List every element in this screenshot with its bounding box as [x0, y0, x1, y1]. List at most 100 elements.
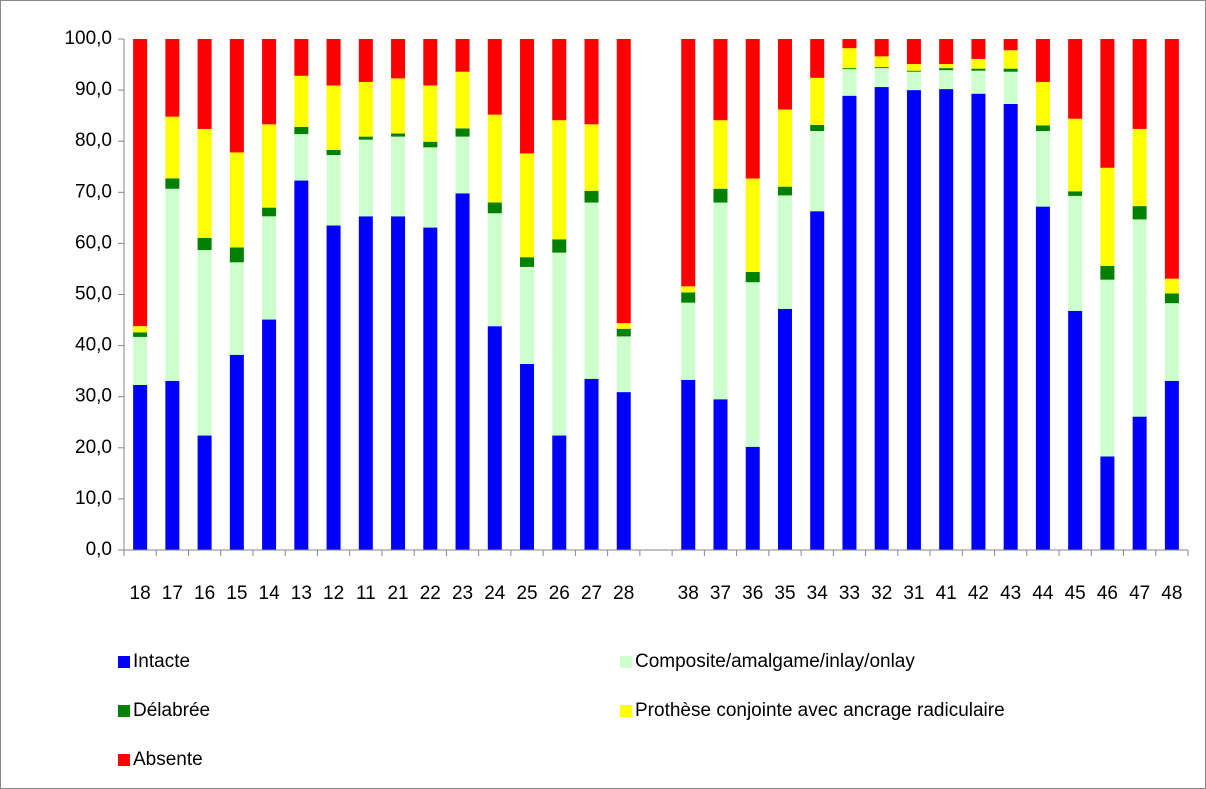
bar-segment: [842, 68, 857, 70]
legend-label: Absente: [133, 749, 203, 770]
bar-segment: [229, 39, 244, 153]
bar-segment: [1132, 219, 1147, 417]
bar-segment: [358, 136, 373, 140]
bar-segment: [939, 64, 954, 69]
bar-segment: [777, 109, 792, 187]
legend-label: Délabrée: [133, 700, 210, 721]
y-tick-label: 50,0: [75, 284, 112, 305]
bar-segment: [874, 68, 889, 88]
bar-segment: [971, 70, 986, 94]
bar-segment: [262, 216, 277, 320]
bar-segment: [1164, 278, 1179, 294]
bar-segment: [1164, 380, 1179, 550]
bar-segment: [294, 126, 309, 135]
bar-segment: [423, 85, 438, 142]
bar-segment: [487, 326, 502, 550]
bar-segment: [229, 262, 244, 355]
bar-segment: [1068, 191, 1083, 196]
bar-segment: [810, 211, 825, 550]
x-tick-label: 38: [678, 583, 699, 604]
bar-segment: [971, 68, 986, 71]
bar-segment: [681, 302, 696, 380]
x-tick-label: 36: [742, 583, 763, 604]
bar-segment: [745, 272, 760, 283]
bar-segment: [1003, 68, 1018, 72]
bar-segment: [197, 39, 212, 129]
bar-segment: [584, 378, 599, 550]
bar-segment: [681, 286, 696, 293]
bar-segment: [939, 89, 954, 550]
bar-segment: [520, 363, 535, 550]
y-tick-label: 80,0: [75, 130, 112, 151]
x-tick-label: 32: [871, 583, 892, 604]
bar-segment: [906, 71, 921, 91]
bar-segment: [262, 319, 277, 550]
bar-segment: [165, 39, 180, 117]
x-tick-label: 26: [549, 583, 570, 604]
bar-segment: [810, 124, 825, 131]
bar-segment: [487, 202, 502, 214]
legend-swatch: [118, 754, 130, 766]
x-tick-label: 37: [710, 583, 731, 604]
bar-segment: [584, 202, 599, 379]
y-tick-label: 70,0: [75, 181, 112, 202]
bar-segment: [294, 180, 309, 550]
x-tick-label: 22: [420, 583, 441, 604]
bar-segment: [423, 147, 438, 228]
bar-segment: [777, 39, 792, 110]
bar-segment: [874, 67, 889, 69]
bar-segment: [745, 282, 760, 447]
x-tick-label: 15: [226, 583, 247, 604]
bar-segment: [906, 90, 921, 550]
bar-segment: [423, 39, 438, 86]
bar-segment: [874, 87, 889, 550]
x-tick-label: 44: [1032, 583, 1054, 604]
bar-segment: [326, 39, 341, 86]
x-tick-label: 16: [194, 583, 215, 604]
bar-segment: [1035, 81, 1050, 126]
bar-segment: [455, 39, 470, 72]
bar-segment: [326, 225, 341, 550]
bar-segment: [326, 85, 341, 150]
bar-segment: [391, 78, 406, 134]
bar-segment: [745, 446, 760, 550]
y-tick-label: 0,0: [86, 539, 112, 560]
bar-segment: [1100, 279, 1115, 457]
x-tick-label: 31: [903, 583, 924, 604]
bar-segment: [713, 39, 728, 121]
bar-segment: [520, 257, 535, 267]
bar-segment: [1003, 103, 1018, 550]
bar-segment: [1035, 206, 1050, 550]
legend-swatch: [620, 656, 632, 668]
bar-segment: [1003, 71, 1018, 104]
bar-segment: [197, 128, 212, 238]
bar-segment: [777, 195, 792, 309]
bar-segment: [262, 207, 277, 217]
x-tick-label: 14: [259, 583, 281, 604]
bar-segment: [197, 237, 212, 251]
bar-segment: [616, 392, 631, 550]
bar-segment: [1132, 416, 1147, 550]
x-tick-label: 35: [774, 583, 795, 604]
x-tick-label: 25: [516, 583, 537, 604]
bar-segment: [584, 124, 599, 191]
bar-segment: [197, 250, 212, 436]
bar-segment: [552, 239, 567, 253]
bar-segment: [294, 75, 309, 127]
bar-segment: [1003, 50, 1018, 69]
bar-segment: [358, 139, 373, 217]
bar-segment: [616, 39, 631, 324]
bar-segment: [906, 70, 921, 72]
x-tick-label: 43: [1000, 583, 1021, 604]
bar-segment: [294, 39, 309, 76]
bar-segment: [262, 39, 277, 125]
bar-segment: [1100, 456, 1115, 550]
x-tick-label: 12: [323, 583, 344, 604]
x-tick-label: 33: [839, 583, 860, 604]
bar-segment: [326, 149, 341, 155]
x-tick-label: 42: [968, 583, 989, 604]
bar-segment: [713, 399, 728, 550]
x-tick-label: 34: [807, 583, 829, 604]
bar-segment: [745, 39, 760, 179]
x-tick-label: 23: [452, 583, 473, 604]
